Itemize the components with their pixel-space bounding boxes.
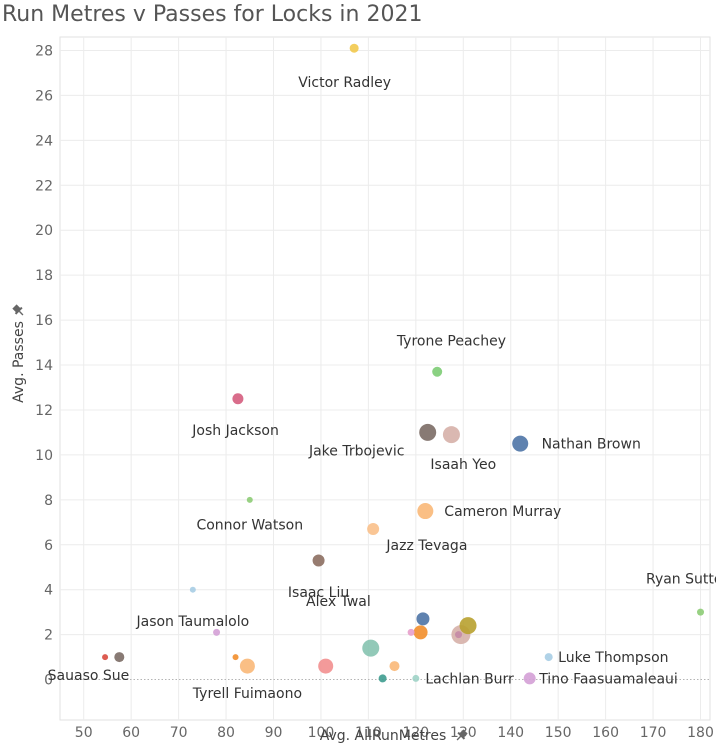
- plot-area: [59, 36, 711, 721]
- data-point[interactable]: [102, 654, 109, 661]
- y-tick-label: 16: [35, 313, 53, 329]
- y-tick-label: 22: [35, 178, 53, 194]
- data-point[interactable]: [362, 639, 380, 657]
- y-tick-label: 10: [35, 448, 53, 464]
- x-tick-label: 100: [308, 725, 335, 741]
- point-label: Alex Twal: [306, 594, 371, 610]
- point-labels: Victor Radley Tyrone Peachey Josh Jackson J…: [48, 75, 716, 702]
- x-tick-label: 170: [640, 725, 667, 741]
- x-tick-label: 90: [265, 725, 283, 741]
- point-label: Jake Trbojevic: [308, 443, 404, 459]
- point-label: Victor Radley: [298, 75, 391, 91]
- data-point[interactable]: [367, 523, 380, 536]
- data-point[interactable]: [312, 554, 325, 567]
- data-point[interactable]: [523, 672, 536, 685]
- point-label: Tyrone Peachey: [396, 333, 506, 349]
- point-label: Jason Taumalolo: [135, 614, 249, 630]
- point-label: Luke Thompson: [558, 650, 668, 666]
- data-point[interactable]: [232, 393, 244, 405]
- data-point[interactable]: [389, 661, 400, 672]
- chart-title: Run Metres v Passes for Locks in 2021: [2, 2, 423, 27]
- data-point[interactable]: [114, 652, 125, 663]
- data-point[interactable]: [349, 43, 359, 53]
- y-tick-label: 18: [35, 268, 53, 284]
- data-point[interactable]: [413, 625, 428, 640]
- y-tick-label: 6: [44, 538, 53, 554]
- x-tick-label: 120: [402, 725, 429, 741]
- point-label: Jazz Tevaga: [385, 538, 467, 554]
- data-point[interactable]: [189, 586, 196, 593]
- y-tick-label: 14: [35, 358, 53, 374]
- data-point[interactable]: [419, 423, 437, 441]
- data-point[interactable]: [512, 435, 529, 452]
- x-tick-label: 160: [592, 725, 619, 741]
- grid-lines: [59, 36, 711, 721]
- data-point[interactable]: [407, 628, 415, 636]
- x-tick-label: 150: [545, 725, 572, 741]
- point-label: Tyrell Fuimaono: [192, 686, 302, 702]
- data-point[interactable]: [459, 617, 477, 635]
- data-point[interactable]: [416, 612, 430, 626]
- data-point[interactable]: [318, 658, 334, 674]
- y-tick-label: 0: [44, 673, 53, 689]
- data-point[interactable]: [432, 366, 443, 377]
- data-point[interactable]: [697, 608, 705, 616]
- y-tick-label: 20: [35, 223, 53, 239]
- y-tick-label: 12: [35, 403, 53, 419]
- point-label: Cameron Murray: [444, 504, 561, 520]
- y-tick-label: 2: [44, 628, 53, 644]
- x-tick-label: 50: [75, 725, 93, 741]
- point-label: Tino Faasuamaleaui: [538, 671, 678, 687]
- data-point[interactable]: [442, 426, 460, 444]
- x-tick-label: 80: [217, 725, 235, 741]
- y-axis-label: Avg. Passes: [11, 321, 27, 403]
- data-points: [102, 43, 705, 685]
- point-label: Josh Jackson: [191, 423, 279, 439]
- x-tick-label: 70: [170, 725, 188, 741]
- point-label: Connor Watson: [196, 518, 303, 534]
- data-point[interactable]: [412, 674, 420, 682]
- data-point[interactable]: [455, 631, 463, 639]
- y-tick-label: 8: [44, 493, 53, 509]
- x-axis-pin-icon[interactable]: [454, 728, 469, 743]
- data-point[interactable]: [213, 628, 221, 636]
- x-tick-label: 110: [355, 725, 382, 741]
- x-tick-label: 180: [687, 725, 714, 741]
- y-tick-label: 26: [35, 88, 53, 104]
- data-point[interactable]: [417, 503, 434, 520]
- x-axis-label: Avg. AllRunMetres: [320, 728, 447, 744]
- tick-labels: 5060708090100110120130140150160170180024…: [35, 43, 714, 741]
- y-tick-label: 24: [35, 133, 53, 149]
- point-label: Sauaso Sue: [48, 668, 130, 684]
- y-tick-label: 4: [44, 583, 53, 599]
- data-point[interactable]: [246, 496, 253, 503]
- point-label: Ryan Sutton: [646, 571, 716, 587]
- data-point[interactable]: [232, 654, 239, 661]
- x-tick-label: 140: [497, 725, 524, 741]
- point-label: Isaac Liu: [288, 585, 349, 601]
- point-label: Lachlan Burr: [425, 671, 514, 687]
- y-axis-pin-icon[interactable]: [11, 303, 26, 318]
- x-tick-label: 60: [122, 725, 140, 741]
- data-point[interactable]: [239, 658, 255, 674]
- y-tick-label: 28: [35, 43, 53, 59]
- data-point[interactable]: [544, 653, 553, 662]
- point-label: Nathan Brown: [542, 437, 641, 453]
- point-label: Isaah Yeo: [430, 457, 496, 473]
- data-point[interactable]: [378, 674, 387, 683]
